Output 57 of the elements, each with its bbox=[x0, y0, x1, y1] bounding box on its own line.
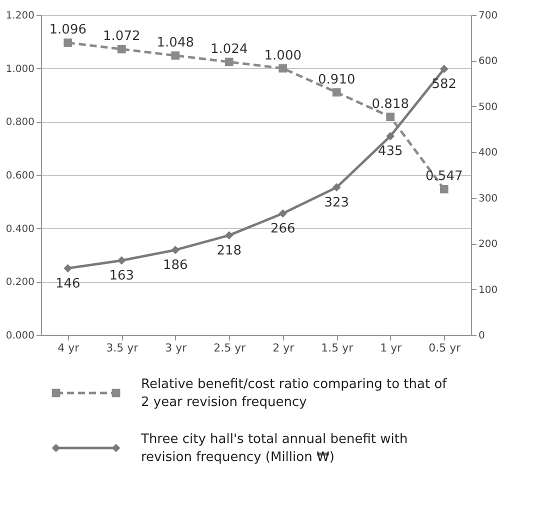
y2-tick-label: 600 bbox=[478, 56, 498, 68]
y2-tick-label: 100 bbox=[478, 284, 498, 296]
y-tick-label: 0.800 bbox=[6, 117, 34, 128]
x-tick-label: 3 yr bbox=[165, 342, 188, 354]
point bbox=[332, 88, 341, 97]
x-tick-label: 0.5 yr bbox=[428, 342, 462, 354]
data-label: 1.096 bbox=[49, 22, 86, 38]
legend-label: Relative benefit/cost ratio comparing to that of 2 year revision frequency bbox=[141, 377, 448, 410]
y-tick-label: 1.000 bbox=[6, 64, 34, 75]
data-label: 323 bbox=[324, 195, 350, 210]
point bbox=[332, 183, 341, 192]
point bbox=[440, 64, 448, 74]
y-tick-label: 0.400 bbox=[6, 224, 34, 235]
y-tick-label: 0.200 bbox=[6, 277, 34, 288]
point bbox=[117, 256, 126, 265]
point bbox=[64, 264, 72, 272]
legend-label: Three city hall's total annual benefit with revision frequency (Million ₩) bbox=[140, 432, 408, 465]
x-tick-label: 2.5 yr bbox=[214, 342, 246, 354]
x-tick-label: 2 yr bbox=[272, 342, 295, 354]
y2-tick-label: 700 bbox=[478, 10, 498, 22]
point bbox=[117, 44, 126, 54]
point bbox=[171, 51, 180, 60]
data-label: 435 bbox=[378, 144, 403, 160]
data-label: 0.547 bbox=[426, 169, 463, 184]
y-tick-label: 0.600 bbox=[6, 170, 34, 182]
point bbox=[278, 64, 288, 73]
y-tick-label: 0.000 bbox=[6, 330, 34, 342]
point bbox=[386, 132, 395, 140]
data-label: 0.910 bbox=[318, 72, 356, 88]
data-label: 163 bbox=[109, 268, 134, 284]
point bbox=[64, 38, 72, 47]
point bbox=[224, 231, 234, 240]
data-label: 186 bbox=[162, 258, 188, 273]
x-tick-label: 1 yr bbox=[380, 342, 402, 354]
point bbox=[171, 246, 180, 254]
y2-tick-label: 200 bbox=[478, 239, 498, 250]
data-label: 1.000 bbox=[264, 48, 302, 64]
data-label: 218 bbox=[216, 243, 242, 258]
point bbox=[224, 58, 234, 66]
data-label: 1.024 bbox=[210, 42, 248, 57]
y-tick-label: 1.200 bbox=[6, 10, 34, 22]
data-label: 582 bbox=[432, 76, 457, 92]
point bbox=[278, 209, 288, 218]
data-label: 266 bbox=[270, 221, 296, 236]
x-tick-label: 4 yr bbox=[58, 342, 80, 354]
data-label: 1.048 bbox=[156, 36, 194, 51]
data-label: 1.072 bbox=[103, 29, 140, 44]
y2-tick-label: 300 bbox=[478, 193, 498, 204]
data-label: 0.818 bbox=[372, 96, 409, 112]
x-tick-label: 1.5 yr bbox=[321, 342, 354, 354]
point bbox=[440, 184, 448, 194]
point bbox=[386, 112, 395, 122]
x-tick-label: 3.5 yr bbox=[106, 342, 139, 354]
y2-tick-label: 500 bbox=[478, 102, 498, 113]
y2-tick-label: 0 bbox=[478, 330, 485, 342]
y2-tick-label: 400 bbox=[478, 148, 498, 159]
data-label: 146 bbox=[55, 276, 80, 292]
